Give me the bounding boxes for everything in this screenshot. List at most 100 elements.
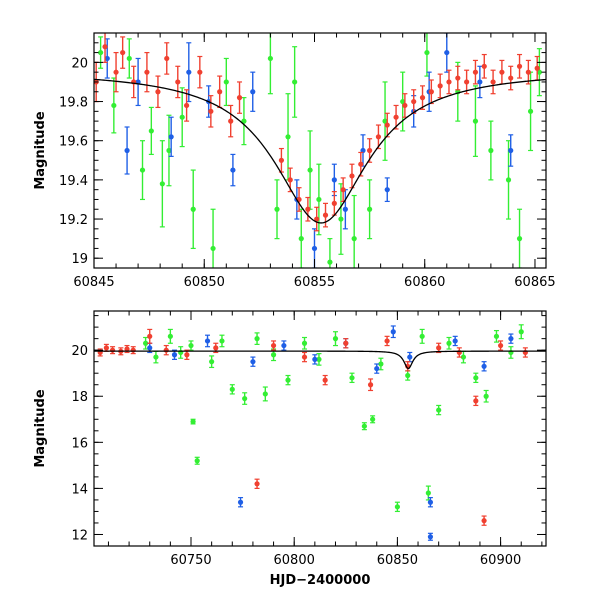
x-tick-label: 60855: [294, 275, 335, 290]
point-green-15: [301, 340, 308, 346]
data-layer: [94, 324, 546, 541]
point-green-12: [262, 391, 268, 397]
series-green: [142, 324, 524, 513]
x-tick-label: 60750: [170, 553, 211, 568]
point-green-19: [327, 259, 333, 265]
point-red-7: [163, 347, 169, 353]
point-green-4: [148, 128, 154, 134]
point-red-14: [236, 95, 243, 101]
point-green-1: [153, 354, 159, 360]
point-blue-0: [104, 55, 110, 62]
point-green-22: [394, 504, 400, 510]
point-green-5: [159, 181, 165, 187]
point-green-12: [267, 55, 273, 62]
point-red-12: [301, 354, 308, 360]
y-tick-label: 19.8: [59, 96, 88, 111]
bottom-panel-full-season: 60750 60800 60850 60900 12 14 16 18 20 Magnitude H…: [33, 310, 547, 588]
point-green-17: [332, 336, 339, 342]
point-green-10: [242, 395, 248, 402]
point-red-22: [497, 342, 504, 349]
point-red-41: [508, 75, 514, 81]
point-red-20: [473, 398, 479, 404]
point-green-2: [167, 333, 173, 339]
point-green-29: [473, 375, 479, 381]
point-blue-9: [311, 245, 318, 252]
point-red-10: [254, 481, 260, 487]
point-red-5: [144, 69, 150, 75]
point-green-15: [292, 79, 298, 85]
point-green-3: [139, 167, 146, 173]
point-red-18: [305, 206, 311, 212]
point-blue-5: [281, 342, 287, 349]
point-red-18: [436, 345, 442, 351]
point-green-17: [307, 167, 313, 173]
point-red-14: [343, 340, 349, 346]
point-red-11: [270, 342, 277, 349]
point-red-25: [367, 147, 373, 154]
point-green-10: [223, 79, 229, 85]
point-blue-12: [427, 499, 434, 505]
point-red-11: [208, 108, 214, 114]
point-green-7: [209, 359, 215, 365]
point-red-10: [197, 69, 203, 75]
point-green-24: [400, 98, 406, 105]
y-tick-label: 19: [71, 252, 88, 267]
point-green-20: [338, 216, 344, 222]
plot-frame: [93, 310, 547, 547]
data-layer: [94, 33, 546, 268]
point-green-24: [419, 333, 425, 339]
point-green-11: [254, 336, 260, 342]
point-red-20: [322, 212, 329, 218]
point-green-13: [274, 206, 280, 212]
y-tick-label: 19.6: [59, 135, 88, 150]
point-blue-8: [374, 365, 380, 372]
y-tick-label: 20: [71, 344, 88, 359]
point-green-9: [229, 386, 235, 392]
point-blue-9: [390, 329, 396, 335]
point-blue-13: [384, 187, 390, 193]
x-tick-label: 60860: [404, 275, 445, 290]
point-red-9: [213, 345, 219, 351]
point-blue-10: [407, 354, 413, 360]
point-green-20: [370, 416, 376, 422]
y-tick-label: 12: [71, 528, 88, 543]
point-blue-6: [230, 167, 236, 173]
x-tick-label: 60845: [73, 275, 114, 290]
point-blue-0: [147, 345, 153, 351]
point-green-14: [285, 377, 291, 383]
point-red-35: [455, 75, 461, 81]
point-red-44: [534, 65, 540, 71]
point-red-26: [375, 134, 382, 140]
point-green-21: [378, 361, 384, 367]
point-green-1: [111, 102, 117, 109]
x-tick-label: 60850: [377, 553, 418, 568]
point-red-37: [472, 69, 479, 75]
point-red-7: [164, 55, 170, 62]
point-blue-15: [508, 336, 514, 342]
model-curve: [94, 78, 546, 224]
point-blue-13: [452, 338, 458, 344]
point-red-16: [384, 338, 390, 344]
point-green-26: [436, 407, 442, 413]
point-blue-1: [171, 352, 178, 358]
point-green-8: [190, 206, 196, 212]
point-red-1: [103, 345, 109, 351]
point-red-1: [102, 44, 108, 50]
point-green-5: [190, 418, 196, 425]
model-curve: [94, 350, 546, 370]
point-green-6: [166, 147, 172, 154]
x-axis-title: HJD−2400000: [270, 573, 371, 588]
point-red-6: [155, 89, 161, 95]
point-red-21: [481, 518, 487, 524]
point-red-36: [464, 79, 470, 85]
y-axis-title: Magnitude: [33, 111, 48, 190]
point-red-27: [384, 122, 390, 128]
point-red-31: [419, 95, 426, 101]
y-tick-label: 16: [71, 436, 88, 451]
point-blue-11: [342, 206, 348, 212]
point-green-25: [425, 490, 431, 496]
point-blue-10: [331, 177, 337, 183]
point-green-2: [126, 55, 132, 62]
point-blue-17: [477, 79, 483, 85]
